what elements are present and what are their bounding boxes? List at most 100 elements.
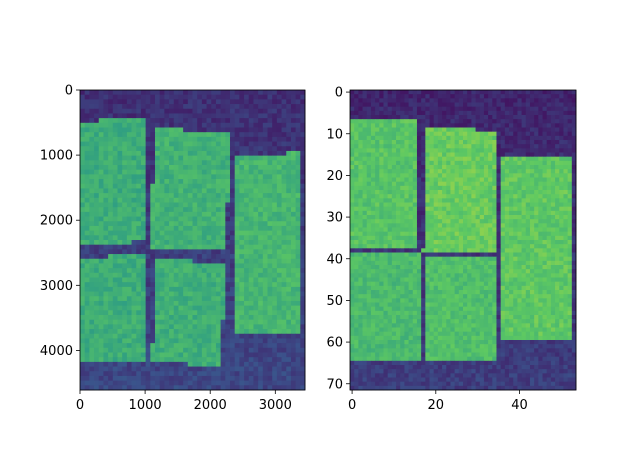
heatmap-cell xyxy=(215,319,222,325)
heatmap-cell xyxy=(555,115,560,120)
heatmap-cell xyxy=(387,206,393,212)
heatmap-cell xyxy=(112,263,118,269)
heatmap-cell xyxy=(362,169,368,174)
heatmap-cell xyxy=(546,202,552,208)
heatmap-cell xyxy=(488,177,493,183)
heatmap-cell xyxy=(89,230,95,236)
heatmap-cell xyxy=(98,118,104,124)
heatmap-cell xyxy=(425,202,430,208)
heatmap-cell xyxy=(178,380,184,386)
heatmap-cell xyxy=(89,146,95,152)
heatmap-cell xyxy=(136,99,142,105)
heatmap-cell xyxy=(437,140,443,145)
heatmap-cell xyxy=(89,179,95,185)
heatmap-cell xyxy=(538,215,543,220)
heatmap-cell xyxy=(80,338,86,344)
heatmap-cell xyxy=(89,160,95,166)
heatmap-cell xyxy=(567,227,573,233)
heatmap-cell xyxy=(94,169,100,175)
heatmap-cell xyxy=(206,272,212,278)
heatmap-cell xyxy=(281,118,287,124)
heatmap-cell xyxy=(295,300,301,307)
heatmap-cell xyxy=(281,357,287,363)
heatmap-cell xyxy=(164,99,170,105)
heatmap-cell xyxy=(550,148,556,153)
heatmap-cell xyxy=(150,338,156,344)
heatmap-cell xyxy=(164,333,170,339)
heatmap-cell xyxy=(178,258,184,264)
heatmap-cell xyxy=(408,177,414,183)
heatmap-cell xyxy=(169,122,175,128)
heatmap-cell xyxy=(442,169,447,174)
heatmap-cell xyxy=(201,160,207,166)
heatmap-cell xyxy=(211,136,217,142)
heatmap-cell xyxy=(412,123,418,128)
heatmap-cell xyxy=(89,315,95,321)
heatmap-cell xyxy=(206,352,212,358)
heatmap-cell xyxy=(433,115,439,120)
heatmap-cell xyxy=(178,329,184,335)
heatmap-cell xyxy=(358,198,363,203)
heatmap-cell xyxy=(567,223,573,228)
heatmap-cell xyxy=(262,211,268,217)
heatmap-cell xyxy=(479,102,485,108)
heatmap-cell xyxy=(492,181,497,187)
heatmap-cell xyxy=(187,375,193,382)
heatmap-cell xyxy=(159,188,165,194)
heatmap-cell xyxy=(358,144,363,149)
heatmap-cell xyxy=(571,131,577,137)
heatmap-cell xyxy=(295,315,301,321)
heatmap-cell xyxy=(525,110,531,116)
heatmap-cell xyxy=(458,181,464,187)
heatmap-cell xyxy=(220,268,226,274)
heatmap-cell xyxy=(425,123,430,128)
heatmap-cell xyxy=(563,140,569,145)
heatmap-cell xyxy=(140,296,147,302)
heatmap-cell xyxy=(192,240,198,246)
heatmap-cell xyxy=(239,136,245,142)
heatmap-cell xyxy=(262,375,268,382)
heatmap-cell xyxy=(529,119,535,124)
heatmap-cell xyxy=(463,194,468,199)
heatmap-cell xyxy=(425,173,430,178)
heatmap-cell xyxy=(244,183,250,189)
heatmap-cell xyxy=(408,115,414,120)
heatmap-cell xyxy=(183,310,189,316)
heatmap-cell xyxy=(220,127,226,133)
heatmap-cell xyxy=(467,202,472,208)
heatmap-cell xyxy=(504,219,510,224)
heatmap-cell xyxy=(169,94,175,100)
heatmap-cell xyxy=(169,375,175,382)
heatmap-cell xyxy=(425,102,430,108)
heatmap-cell xyxy=(201,371,207,377)
heatmap-cell xyxy=(500,90,506,95)
heatmap-cell xyxy=(276,225,282,232)
heatmap-cell xyxy=(408,123,414,128)
heatmap-cell xyxy=(145,211,151,217)
heatmap-cell xyxy=(454,227,460,233)
heatmap-cell xyxy=(429,135,435,141)
heatmap-cell xyxy=(538,115,543,120)
heatmap-cell xyxy=(215,132,222,138)
heatmap-cell xyxy=(108,240,114,246)
heatmap-cell xyxy=(529,160,535,166)
heatmap-cell xyxy=(201,174,207,180)
heatmap-cell xyxy=(80,357,86,363)
heatmap-cell xyxy=(98,361,104,367)
heatmap-cell xyxy=(555,135,560,141)
heatmap-cell xyxy=(80,113,86,119)
heatmap-cell xyxy=(108,193,114,199)
heatmap-cell xyxy=(122,165,128,171)
heatmap-cell xyxy=(538,198,543,203)
heatmap-cell xyxy=(80,258,86,264)
heatmap-cell xyxy=(396,148,401,153)
heatmap-cell xyxy=(290,197,297,203)
heatmap-cell xyxy=(201,146,207,152)
heatmap-cell xyxy=(122,118,128,124)
heatmap-cell xyxy=(80,310,86,316)
heatmap-cell xyxy=(400,140,405,145)
heatmap-cell xyxy=(248,357,254,363)
heatmap-cell xyxy=(108,338,114,344)
heatmap-cell xyxy=(375,198,380,203)
heatmap-cell xyxy=(248,165,254,171)
